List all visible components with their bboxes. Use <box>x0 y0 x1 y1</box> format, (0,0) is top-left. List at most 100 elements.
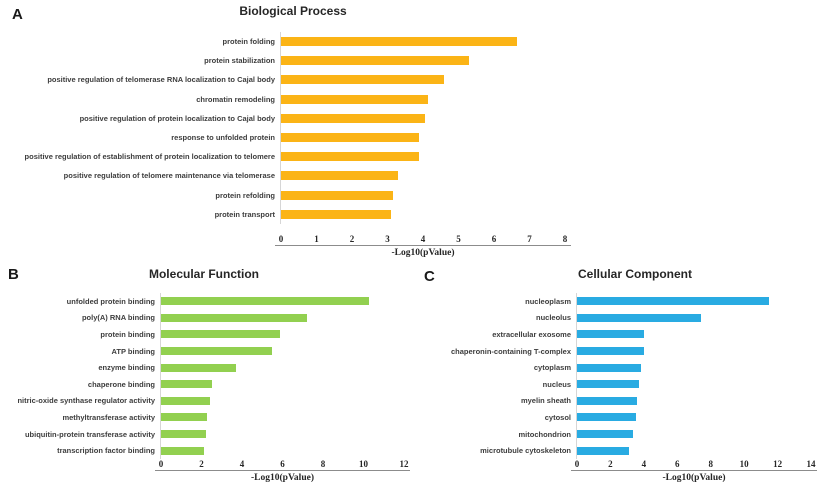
bar <box>281 152 420 162</box>
category-label: poly(A) RNA binding <box>81 313 155 323</box>
panel-label-c: C <box>424 268 435 285</box>
bar <box>577 297 770 306</box>
bar <box>577 430 633 439</box>
bar <box>577 380 639 389</box>
chart-title: Biological Process <box>239 4 347 18</box>
chart-row: mitochondrion <box>420 425 812 443</box>
category-label: ubiquitin-protein transferase activity <box>24 429 155 439</box>
x-axis-line <box>155 469 410 472</box>
bar <box>161 347 273 356</box>
bar-track <box>576 375 811 393</box>
category-label: chaperonin-containing T-complex <box>450 346 571 356</box>
category-label: cytoplasm <box>533 363 571 373</box>
category-label: nucleolus <box>535 313 571 323</box>
chart-row: protein transport <box>0 204 566 224</box>
bar <box>281 190 393 200</box>
bar-track <box>576 326 811 343</box>
chart-row: ubiquitin-protein transferase activity <box>0 425 404 443</box>
bar-track <box>160 392 404 410</box>
axis-tick-label: 8 <box>708 458 713 469</box>
axis-tick-label: 8 <box>562 233 568 244</box>
bar-track <box>576 425 811 443</box>
bar-track <box>280 89 565 109</box>
category-label: positive regulation of protein localizat… <box>79 113 275 123</box>
chart-row: poly(A) RNA binding <box>0 309 404 327</box>
bar <box>161 363 236 372</box>
chart-row: response to unfolded protein <box>0 127 566 148</box>
x-axis-title: -Log10(pValue) <box>391 248 455 259</box>
chart-row: chaperone binding <box>0 375 404 393</box>
category-label: unfolded protein binding <box>66 296 155 306</box>
category-label: chromatin remodeling <box>196 94 275 104</box>
bar-track <box>160 409 404 426</box>
bar <box>577 330 644 339</box>
chart-row: microtubule cytoskeleton <box>420 442 812 459</box>
bar-track <box>160 293 404 310</box>
bar <box>577 396 638 405</box>
chart-row: positive regulation of establishment of … <box>0 147 566 167</box>
category-label: myelin sheath <box>520 396 571 406</box>
axis-tick-label: 12 <box>399 458 409 469</box>
category-label: positive regulation of telomerase RNA lo… <box>47 75 275 85</box>
bar-chart-plot-area: unfolded protein binding poly(A) RNA bind… <box>0 293 404 459</box>
category-label: microtubule cytoskeleton <box>480 446 571 456</box>
bar-track <box>576 359 811 376</box>
category-label: positive regulation of establishment of … <box>24 152 275 162</box>
category-label: ATP binding <box>111 346 155 356</box>
axis-tick-label: 10 <box>739 458 749 469</box>
chart-row: chromatin remodeling <box>0 89 566 109</box>
bar-track <box>280 127 565 148</box>
category-label: transcription factor binding <box>57 446 155 456</box>
chart-row: nitric-oxide synthase regulator activity <box>0 392 404 410</box>
category-label: protein refolding <box>215 190 275 200</box>
bar <box>161 313 307 322</box>
chart-biological-process: Biological Process protein folding protein… <box>0 4 571 259</box>
category-label: protein transport <box>214 209 275 219</box>
x-axis-tick-row: 0 1 2 3 4 5 6 7 8 <box>278 233 568 245</box>
bar-track <box>576 392 811 410</box>
bar <box>577 347 644 356</box>
chart-row: positive regulation of telomere maintena… <box>0 166 566 186</box>
axis-tick-label: 14 <box>806 458 816 469</box>
category-label: methyltransferase activity <box>62 412 155 422</box>
chart-row: cytoplasm <box>420 359 812 376</box>
bar-track <box>280 147 565 167</box>
bar <box>281 75 445 85</box>
chart-row: transcription factor binding <box>0 442 404 459</box>
axis-tick-label: 8 <box>320 458 326 469</box>
bar-track <box>160 375 404 393</box>
x-axis-tick-row: 0 2 4 6 8 10 12 <box>159 458 409 470</box>
axis-tick-label: 6 <box>280 458 285 469</box>
chart-row: protein binding <box>0 326 404 343</box>
x-axis-title: -Log10(pValue) <box>251 473 314 484</box>
chart-molecular-function: Molecular Function unfolded protein bindi… <box>0 262 410 484</box>
category-label: positive regulation of telomere maintena… <box>63 171 275 181</box>
axis-tick-label: 4 <box>641 458 647 469</box>
bar-track <box>280 51 565 71</box>
bar <box>161 297 369 306</box>
bar <box>577 446 629 455</box>
chart-row: unfolded protein binding <box>0 293 404 310</box>
bar <box>281 171 399 181</box>
axis-tick-label: 0 <box>278 233 284 244</box>
category-label: nucleoplasm <box>525 296 571 306</box>
axis-tick-label: 0 <box>574 458 580 469</box>
bar-track <box>160 326 404 343</box>
bar-chart-plot-area: nucleoplasm nucleolus extracellular exosom… <box>420 293 812 459</box>
bar-track <box>576 409 811 426</box>
bar <box>161 446 204 455</box>
chart-row: protein stabilization <box>0 51 566 71</box>
axis-tick-label: 6 <box>675 458 680 469</box>
bar <box>281 94 429 104</box>
category-label: response to unfolded protein <box>171 133 275 143</box>
bar-track <box>160 359 404 376</box>
chart-row: nucleolus <box>420 309 812 327</box>
axis-tick-label: 4 <box>239 458 245 469</box>
bar-track <box>160 309 404 327</box>
bar-track <box>576 442 811 459</box>
chart-row: ATP binding <box>0 342 404 360</box>
category-label: nitric-oxide synthase regulator activity <box>17 396 155 406</box>
category-label: enzyme binding <box>98 363 155 373</box>
category-label: protein binding <box>100 329 155 339</box>
bar <box>281 209 392 219</box>
